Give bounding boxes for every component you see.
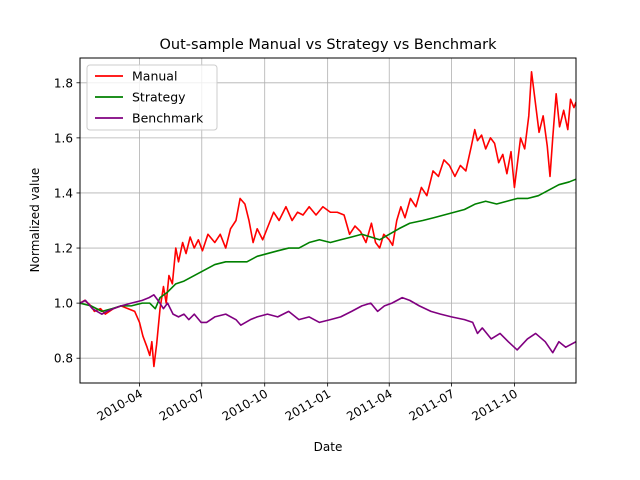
y-tick-label: 1.8 xyxy=(54,76,73,90)
series-line-strategy xyxy=(80,178,576,313)
legend-label-strategy: Strategy xyxy=(132,90,186,105)
y-tick-label: 1.0 xyxy=(54,297,73,311)
x-axis-title: Date xyxy=(314,440,343,454)
y-tick-label: 1.2 xyxy=(54,242,73,256)
y-axis-title: Normalized value xyxy=(28,168,42,273)
y-tick-label: 0.8 xyxy=(54,352,73,366)
legend-box xyxy=(86,64,218,131)
series-line-manual xyxy=(80,70,576,368)
y-tick-label: 1.4 xyxy=(54,186,73,200)
y-tick-label: 1.6 xyxy=(54,131,73,145)
chart-title: Out-sample Manual vs Strategy vs Benchma… xyxy=(160,37,498,53)
legend-label-benchmark: Benchmark xyxy=(132,111,204,126)
series-line-benchmark xyxy=(80,294,576,354)
legend: Manual Strategy Benchmark xyxy=(86,64,218,131)
grid xyxy=(80,58,576,383)
y-axis: 0.8 1.0 1.2 1.4 1.6 1.8 xyxy=(54,76,80,366)
legend-label-manual: Manual xyxy=(132,69,177,84)
series-layer xyxy=(80,70,576,368)
